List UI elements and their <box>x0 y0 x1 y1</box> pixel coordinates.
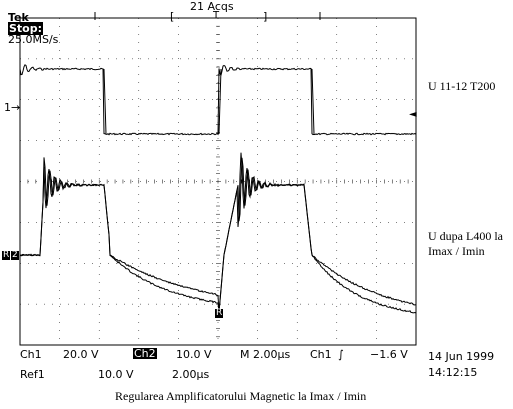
trigger-level: −1.6 V <box>370 348 408 361</box>
trigger-position-marker: T <box>213 10 220 21</box>
ref1-label: Ref1 <box>20 368 45 381</box>
graticule-grid <box>19 17 417 346</box>
record-window-bracket: [ ] <box>94 10 321 23</box>
trigger-level-arrow: ◄ <box>409 109 417 120</box>
trace2-label-line1: U dupa L400 la <box>428 229 503 243</box>
ch2-scale: 10.0 V <box>176 348 212 361</box>
ch1-scale: 20.0 V <box>63 348 99 361</box>
acquisition-count: 21 Acqs <box>190 0 234 13</box>
ref1-time: 2.00µs <box>172 368 210 381</box>
trace-ch2-b <box>19 152 417 313</box>
trace2-label-line2: Imax / Imin <box>428 244 485 258</box>
ch2-label: Ch2 <box>133 347 157 360</box>
ch1-ground-marker: 1→ <box>4 101 21 114</box>
ref-bottom-marker: R <box>215 308 224 318</box>
ref-marker: R <box>2 250 11 260</box>
bracket-left: [ <box>170 10 174 23</box>
figure-caption: Regularea Amplificatorului Magnetic la I… <box>115 389 367 403</box>
ch2-ground-marker: 2 <box>11 250 19 260</box>
waveform-traces <box>19 64 417 314</box>
trigger-slope-icon: ∫ <box>338 348 344 361</box>
ref1-scale: 10.0 V <box>98 368 134 381</box>
brand-logo: Tek <box>8 11 29 24</box>
trace1-label: U 11-12 T200 <box>428 79 496 93</box>
trace-ch1 <box>19 64 417 136</box>
ch1-label: Ch1 <box>20 348 42 361</box>
run-state-badge: Stop: <box>8 22 44 35</box>
timebase-readout: M 2.00µs <box>240 348 291 361</box>
trigger-source: Ch1 <box>310 348 332 361</box>
sample-rate: 25.0MS/s <box>8 33 59 46</box>
capture-date: 14 Jun 1999 <box>428 350 495 363</box>
bracket-right: ] <box>263 10 267 23</box>
capture-time: 14:12:15 <box>428 366 478 379</box>
header-bar: Tek Stop: 25.0MS/s <box>1 1 58 45</box>
